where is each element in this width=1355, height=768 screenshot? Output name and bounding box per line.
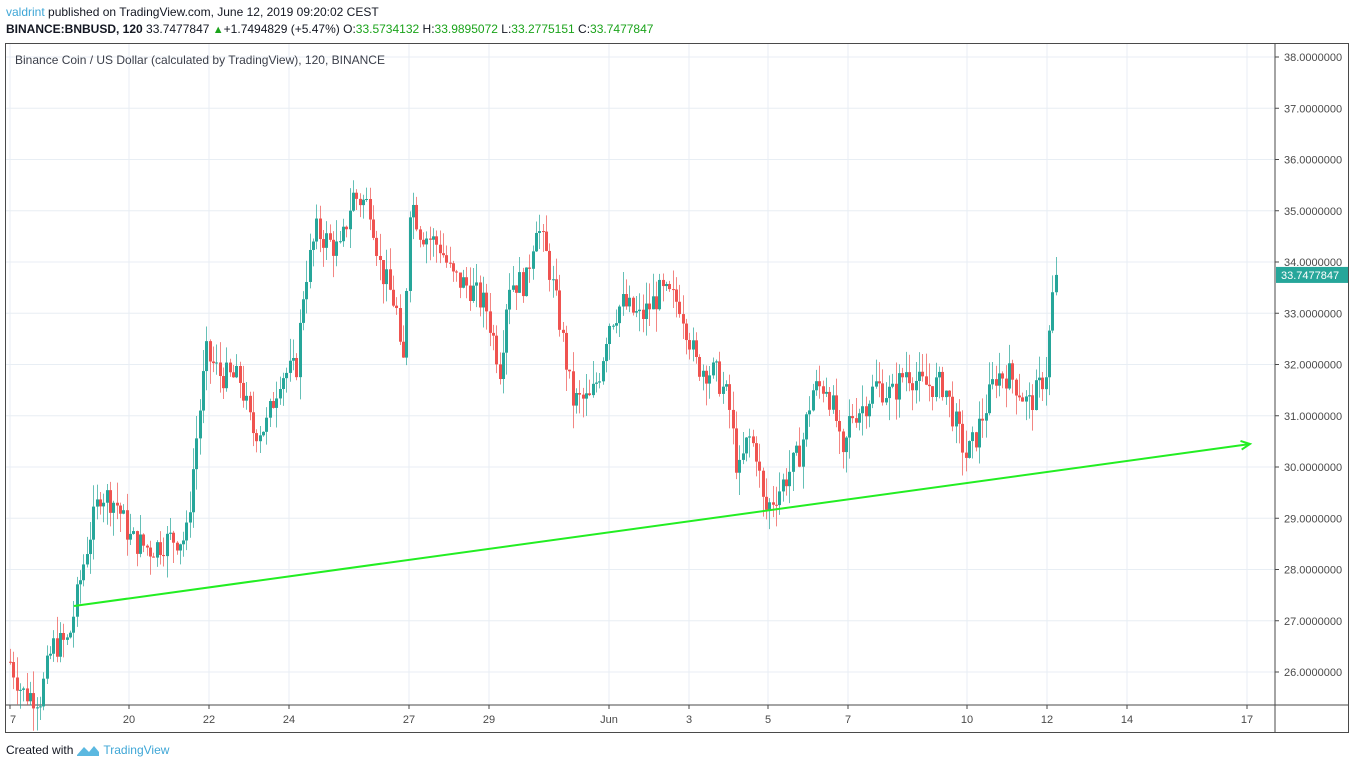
symbol-ohlc-bar: BINANCE:BNBUSD, 120 33.7477847 ▲+1.74948… bbox=[6, 22, 653, 36]
publish-info: valdrint published on TradingView.com, J… bbox=[6, 5, 379, 19]
time-tick-label: 29 bbox=[483, 714, 495, 726]
created-with-label: Created with bbox=[6, 743, 74, 757]
price-tick-label: 32.0000000 bbox=[1284, 360, 1342, 372]
price-tick-label: 38.0000000 bbox=[1284, 52, 1342, 64]
candles bbox=[9, 180, 1058, 731]
price-tick-label: 31.0000000 bbox=[1284, 411, 1342, 423]
price-tick-label: 35.0000000 bbox=[1284, 206, 1342, 218]
open-value: 33.5734132 bbox=[355, 22, 420, 36]
close-value: 33.7477847 bbox=[590, 22, 654, 36]
time-tick-label: 10 bbox=[961, 714, 973, 726]
symbol-label: BINANCE:BNBUSD, 120 bbox=[6, 22, 143, 36]
last-price: 33.7477847 bbox=[146, 22, 210, 36]
low-value: 33.2775151 bbox=[511, 22, 575, 36]
tradingview-link[interactable]: TradingView bbox=[103, 743, 170, 757]
footer: Created with TradingView bbox=[6, 743, 169, 757]
price-tick-label: 27.0000000 bbox=[1284, 616, 1342, 628]
time-axis: 7 20 22 24 27 29 Jun 3 5 7 10 12 14 17 bbox=[9, 705, 1253, 726]
up-arrow-icon: ▲ bbox=[212, 24, 224, 36]
svg-text:33.7477847: 33.7477847 bbox=[1281, 270, 1339, 282]
high-label: H: bbox=[422, 22, 435, 36]
chart-legend: Binance Coin / US Dollar (calculated by … bbox=[15, 53, 385, 67]
low-label: L: bbox=[501, 22, 512, 36]
time-tick-label: 7 bbox=[845, 714, 851, 726]
time-tick-label: 5 bbox=[765, 714, 771, 726]
time-tick-label: 24 bbox=[283, 714, 295, 726]
price-tick-label: 26.0000000 bbox=[1284, 667, 1342, 679]
close-label: C: bbox=[578, 22, 591, 36]
time-tick-label: 20 bbox=[123, 714, 135, 726]
time-tick-label: Jun bbox=[600, 714, 618, 726]
last-price-badge: 33.7477847 bbox=[1276, 266, 1348, 283]
time-tick-label: 17 bbox=[1241, 714, 1253, 726]
time-tick-label: 22 bbox=[203, 714, 215, 726]
grid bbox=[6, 44, 1275, 705]
price-tick-label: 36.0000000 bbox=[1284, 155, 1342, 167]
tradingview-logo-icon bbox=[77, 746, 100, 756]
price-tick-label: 37.0000000 bbox=[1284, 103, 1342, 115]
open-label: O: bbox=[343, 22, 356, 36]
price-tick-label: 33.0000000 bbox=[1284, 308, 1342, 320]
price-tick-label: 34.0000000 bbox=[1284, 257, 1342, 269]
publish-text: published on TradingView.com, June 12, 2… bbox=[44, 5, 379, 19]
time-tick-label: 27 bbox=[403, 714, 415, 726]
time-tick-label: 14 bbox=[1121, 714, 1133, 726]
price-tick-label: 29.0000000 bbox=[1284, 513, 1342, 525]
price-tick-label: 28.0000000 bbox=[1284, 565, 1342, 577]
price-tick-label: 30.0000000 bbox=[1284, 462, 1342, 474]
price-axis: 38.0000000 37.0000000 36.0000000 35.0000000… bbox=[1275, 52, 1342, 679]
price-change: +1.7494829 (+5.47%) bbox=[223, 22, 340, 36]
trendline bbox=[73, 443, 1251, 607]
time-tick-label: 3 bbox=[686, 714, 692, 726]
chart-frame[interactable] bbox=[5, 43, 1349, 733]
time-tick-label: 7 bbox=[10, 714, 16, 726]
high-value: 33.9895072 bbox=[434, 22, 498, 36]
author-link[interactable]: valdrint bbox=[6, 5, 45, 19]
time-tick-label: 12 bbox=[1041, 714, 1053, 726]
trendline-arrow-icon bbox=[1240, 439, 1253, 451]
